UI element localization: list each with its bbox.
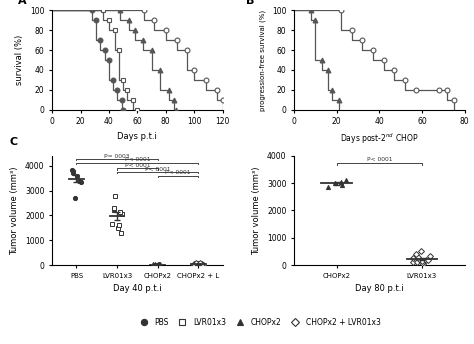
Text: A: A — [18, 0, 27, 6]
Text: B: B — [246, 0, 255, 6]
Y-axis label: survival (%): survival (%) — [16, 35, 25, 85]
Text: C: C — [9, 137, 18, 147]
Text: P< 0001: P< 0001 — [366, 157, 392, 162]
X-axis label: Days p.t.i: Days p.t.i — [118, 132, 157, 141]
Text: P= 0003: P= 0003 — [104, 153, 130, 159]
Text: P< 0001: P< 0001 — [145, 167, 171, 172]
X-axis label: Day 80 p.t.i: Day 80 p.t.i — [355, 284, 404, 293]
Y-axis label: progression-free survival (%): progression-free survival (%) — [260, 9, 266, 110]
Y-axis label: Tumor volume (mm³): Tumor volume (mm³) — [10, 166, 19, 255]
X-axis label: Days post-2$^{nd}$ CHOP: Days post-2$^{nd}$ CHOP — [340, 132, 419, 146]
Legend: PBS, LVR01x3, CHOPx2, CHOPx2 + LVR01x3: PBS, LVR01x3, CHOPx2, CHOPx2 + LVR01x3 — [133, 315, 384, 330]
Text: P< 0001: P< 0001 — [125, 163, 150, 168]
Text: P< 0001: P< 0001 — [165, 171, 191, 175]
Text: P< 0001: P< 0001 — [125, 157, 150, 162]
X-axis label: Day 40 p.t.i: Day 40 p.t.i — [113, 284, 162, 293]
Y-axis label: Tumor volume (mm³): Tumor volume (mm³) — [253, 166, 262, 255]
